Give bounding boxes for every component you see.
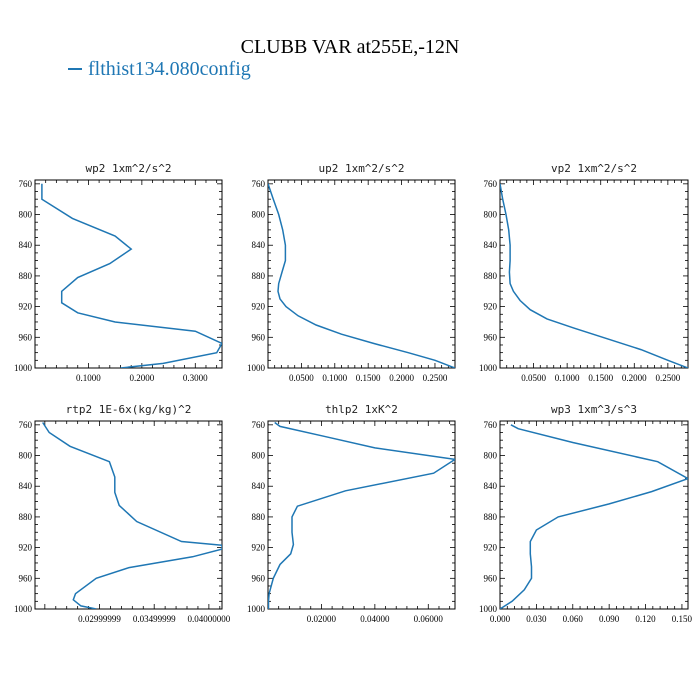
y-tick-label: 760 — [19, 420, 33, 430]
x-tick-label: 0.06000 — [414, 614, 444, 624]
y-tick-label: 960 — [484, 573, 498, 583]
plot-frame — [34, 420, 223, 610]
plot-frame — [499, 420, 689, 610]
series-line — [42, 422, 222, 609]
y-tick-label: 920 — [252, 543, 266, 553]
x-tick-label: 0.1500 — [588, 373, 613, 383]
y-tick-label: 1000 — [479, 604, 498, 614]
x-tick-label: 0.04000 — [360, 614, 390, 624]
panel-5: wp3 1xm^3/s^3 760 800 840 880 920 960 10000.000… — [479, 403, 693, 624]
y-tick-label: 920 — [484, 302, 498, 312]
x-tick-label: 0.1000 — [555, 373, 580, 383]
x-tick-label: 0.030 — [526, 614, 547, 624]
y-tick-label: 800 — [252, 210, 266, 220]
series-line — [500, 183, 688, 368]
y-tick-label: 840 — [252, 240, 266, 250]
y-tick-label: 760 — [484, 420, 498, 430]
y-tick-label: 1000 — [247, 363, 266, 373]
series-line — [268, 183, 455, 368]
y-tick-label: 1000 — [247, 604, 266, 614]
y-tick-label: 760 — [19, 179, 33, 189]
legend-line-swatch — [68, 68, 82, 71]
legend-label: flthist134.080config — [88, 58, 251, 80]
y-tick-label: 920 — [19, 543, 33, 553]
y-tick-label: 800 — [484, 451, 498, 461]
y-tick-label: 800 — [252, 451, 266, 461]
x-tick-label: 0.000 — [490, 614, 511, 624]
panel-title: up2 1xm^2/s^2 — [318, 162, 404, 175]
y-tick-label: 840 — [19, 481, 33, 491]
panel-3: rtp2 1E-6x(kg/kg)^2 760 800 840 880 920 960 100… — [14, 403, 231, 624]
y-tick-label: 960 — [252, 573, 266, 583]
x-tick-label: 0.1000 — [322, 373, 347, 383]
y-tick-label: 840 — [484, 481, 498, 491]
series-line — [41, 183, 222, 368]
y-tick-label: 920 — [19, 302, 33, 312]
y-tick-label: 880 — [252, 271, 266, 281]
x-tick-label: 0.03499999 — [133, 614, 176, 624]
y-tick-label: 920 — [484, 543, 498, 553]
x-tick-label: 0.060 — [563, 614, 584, 624]
y-tick-label: 880 — [484, 512, 498, 522]
y-tick-label: 1000 — [14, 363, 33, 373]
y-tick-label: 1000 — [14, 604, 33, 614]
plot-frame — [34, 179, 223, 369]
panel-4: thlp2 1xK^2 760 800 840 880 920 960 1000 0.02000… — [247, 403, 456, 624]
panel-title: wp2 1xm^2/s^2 — [85, 162, 171, 175]
y-tick-label: 840 — [252, 481, 266, 491]
page-title: CLUBB VAR at255E,-12N — [240, 36, 460, 58]
y-tick-label: 760 — [252, 179, 266, 189]
y-tick-label: 960 — [19, 573, 33, 583]
x-tick-label: 0.2000 — [389, 373, 414, 383]
y-tick-label: 1000 — [479, 363, 498, 373]
y-tick-label: 800 — [19, 210, 33, 220]
panel-title: thlp2 1xK^2 — [325, 403, 398, 416]
x-tick-label: 0.120 — [635, 614, 656, 624]
y-tick-label: 880 — [252, 512, 266, 522]
x-tick-label: 0.3000 — [183, 373, 208, 383]
plot-frame — [499, 179, 689, 369]
x-tick-label: 0.1000 — [76, 373, 101, 383]
panel-2: vp2 1xm^2/s^2 760 800 840 880 920 960 1000 0.050… — [479, 162, 689, 383]
x-tick-label: 0.02999999 — [78, 614, 121, 624]
x-tick-label: 0.0500 — [521, 373, 546, 383]
x-tick-label: 0.2500 — [655, 373, 680, 383]
x-tick-label: 0.2000 — [622, 373, 647, 383]
y-tick-label: 960 — [19, 332, 33, 342]
y-tick-label: 880 — [484, 271, 498, 281]
y-tick-label: 800 — [484, 210, 498, 220]
y-tick-label: 760 — [252, 420, 266, 430]
panel-title: rtp2 1E-6x(kg/kg)^2 — [66, 403, 192, 416]
y-tick-label: 840 — [484, 240, 498, 250]
series-line — [268, 421, 455, 609]
x-tick-label: 0.02000 — [307, 614, 337, 624]
x-tick-label: 0.150 — [672, 614, 693, 624]
panel-title: vp2 1xm^2/s^2 — [551, 162, 637, 175]
panel-1: up2 1xm^2/s^2 760 800 840 880 920 960 1000 0.050… — [247, 162, 456, 383]
x-tick-label: 0.04000000 — [188, 614, 231, 624]
y-tick-label: 760 — [484, 179, 498, 189]
panel-title: wp3 1xm^3/s^3 — [551, 403, 637, 416]
x-tick-label: 0.1500 — [356, 373, 381, 383]
y-tick-label: 880 — [19, 512, 33, 522]
x-tick-label: 0.0500 — [289, 373, 314, 383]
y-tick-label: 960 — [484, 332, 498, 342]
y-tick-label: 840 — [19, 240, 33, 250]
y-tick-label: 800 — [19, 451, 33, 461]
y-tick-label: 880 — [19, 271, 33, 281]
x-tick-label: 0.2000 — [129, 373, 154, 383]
x-tick-label: 0.090 — [599, 614, 620, 624]
legend: flthist134.080config — [68, 58, 251, 81]
plot-frame — [267, 420, 456, 610]
y-tick-label: 960 — [252, 332, 266, 342]
y-tick-label: 920 — [252, 302, 266, 312]
series-line — [500, 424, 688, 609]
x-tick-label: 0.2500 — [423, 373, 448, 383]
panel-0: wp2 1xm^2/s^2 760 800 840 880 920 960 1000 0.100… — [14, 162, 223, 383]
